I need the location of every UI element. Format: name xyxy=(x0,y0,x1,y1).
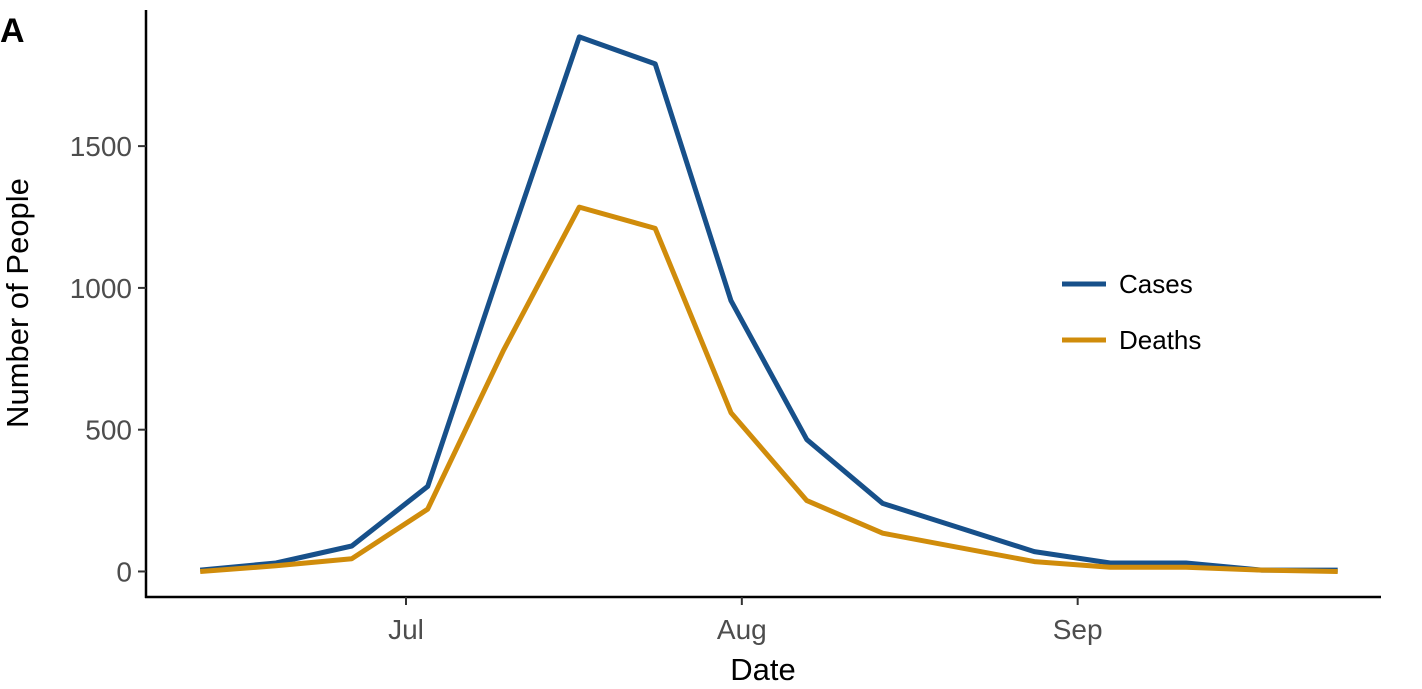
legend-label-deaths: Deaths xyxy=(1119,325,1201,355)
y-axis-ticks: 0 500 1000 1500 xyxy=(70,131,146,587)
x-axis-ticks: Jul Aug Sep xyxy=(388,597,1103,645)
series-layer xyxy=(199,34,1338,574)
series-line-cases xyxy=(199,34,1338,573)
legend: Cases Deaths xyxy=(1062,269,1201,355)
y-tick-label: 0 xyxy=(116,556,132,587)
series-line-deaths xyxy=(200,204,1338,574)
legend-label-cases: Cases xyxy=(1119,269,1193,299)
x-tick-label: Aug xyxy=(717,614,767,645)
y-tick-label: 1500 xyxy=(70,131,132,162)
y-tick-label: 500 xyxy=(85,415,132,446)
x-tick-label: Sep xyxy=(1053,614,1103,645)
y-axis-title: Number of People xyxy=(0,178,35,428)
panel-label: A xyxy=(0,12,25,50)
x-axis-title: Date xyxy=(730,652,795,687)
y-tick-label: 1000 xyxy=(70,273,132,304)
x-tick-label: Jul xyxy=(388,614,424,645)
